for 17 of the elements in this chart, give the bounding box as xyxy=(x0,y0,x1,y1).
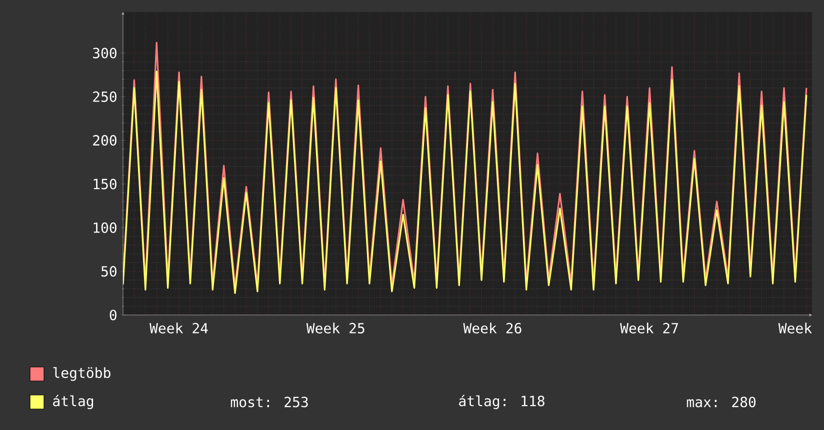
x-tick-label: Week 27 xyxy=(620,322,678,334)
y-tick-label: 50 xyxy=(101,266,116,277)
x-tick-label: Week 26 xyxy=(463,322,522,334)
y-tick-label: 150 xyxy=(94,178,116,190)
y-tick-label: 0 xyxy=(110,310,116,320)
y-tick-label: 250 xyxy=(93,91,116,102)
x-tick-label: Week 25 xyxy=(306,322,364,334)
y-tick-label: 200 xyxy=(93,135,116,146)
x-tick-label: Week 24 xyxy=(150,322,208,334)
legend-label: átlag xyxy=(53,394,94,410)
x-tick-label: Week xyxy=(778,322,812,334)
text: átlag: 118 xyxy=(459,394,544,410)
text: most: 253 xyxy=(230,396,308,408)
y-tick-label: 100 xyxy=(94,222,116,233)
y-tick-label: 300 xyxy=(93,48,116,58)
legend-label: legtöbb xyxy=(53,367,110,381)
text: max: 280 xyxy=(686,396,756,408)
